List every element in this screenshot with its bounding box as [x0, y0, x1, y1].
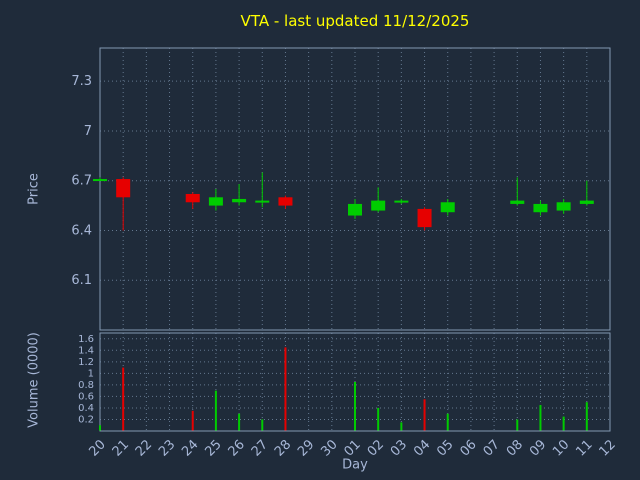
candle-body — [371, 200, 386, 211]
candle-body — [417, 208, 432, 228]
day-tick-label: 06 — [457, 437, 479, 459]
day-tick-label: 05 — [434, 437, 456, 459]
candle-body — [255, 200, 270, 203]
price-tick-label: 7 — [84, 124, 92, 139]
volume-tick-label: 1.2 — [78, 357, 94, 368]
day-tick-label: 10 — [550, 437, 572, 459]
gridlines — [99, 48, 611, 431]
day-tick-label: 29 — [295, 437, 317, 459]
volume-tick-label: 1.6 — [78, 334, 94, 345]
day-axis-label: Day — [342, 457, 368, 473]
day-tick-label: 24 — [179, 437, 201, 459]
day-tick-label: 07 — [481, 437, 503, 459]
price-tick-label: 6.4 — [71, 223, 92, 238]
day-tick-label: 26 — [226, 437, 248, 459]
price-tick-label: 6.7 — [71, 174, 92, 189]
day-tick-label: 04 — [411, 437, 433, 459]
day-tick-label: 08 — [504, 437, 526, 459]
candle-body — [440, 202, 455, 213]
day-tick-label: 20 — [87, 437, 109, 459]
candle-body — [556, 202, 571, 211]
price-tick-label: 7.3 — [71, 74, 92, 89]
day-tick-label: 30 — [318, 437, 340, 459]
candle-body — [348, 203, 362, 216]
volume-tick-label: 0.2 — [78, 414, 94, 425]
day-tick-label: 11 — [573, 437, 595, 459]
day-tick-label: 21 — [110, 437, 132, 459]
volume-tick-label: 0.4 — [78, 403, 94, 414]
day-tick-label: 27 — [249, 437, 271, 459]
volume-tick-label: 0.8 — [78, 380, 94, 391]
day-tick-label: 22 — [133, 437, 155, 459]
day-tick-label: 02 — [365, 437, 387, 459]
candle-body — [116, 179, 131, 198]
candle-body — [394, 200, 409, 203]
day-tick-label: 09 — [527, 437, 549, 459]
candle-body — [278, 197, 293, 206]
day-tick-label: 23 — [156, 437, 178, 459]
candle-body — [510, 200, 525, 204]
tick-labels: 6.16.46.777.30.20.40.60.811.21.41.620 21 2… — [71, 74, 619, 459]
volume-tick-label: 1.4 — [78, 345, 94, 356]
volume-panel — [99, 347, 588, 431]
day-tick-label: 01 — [342, 437, 364, 459]
day-tick-label: 12 — [597, 437, 619, 459]
candle-body — [185, 193, 200, 203]
price-panel — [93, 172, 594, 231]
volume-tick-label: 0.6 — [78, 391, 94, 402]
day-tick-label: 03 — [388, 437, 410, 459]
candle-body — [93, 179, 107, 182]
day-tick-label: 28 — [272, 437, 294, 459]
volume-tick-label: 1 — [88, 368, 94, 379]
price-tick-label: 6.1 — [71, 273, 92, 288]
chart-title: VTA - last updated 11/12/2025 — [240, 12, 470, 30]
candle-body — [232, 198, 247, 203]
candle-body — [579, 200, 594, 204]
panel-borders — [99, 47, 611, 432]
candle-body — [208, 197, 223, 206]
candle-body — [533, 203, 548, 213]
day-tick-label: 25 — [202, 437, 224, 459]
